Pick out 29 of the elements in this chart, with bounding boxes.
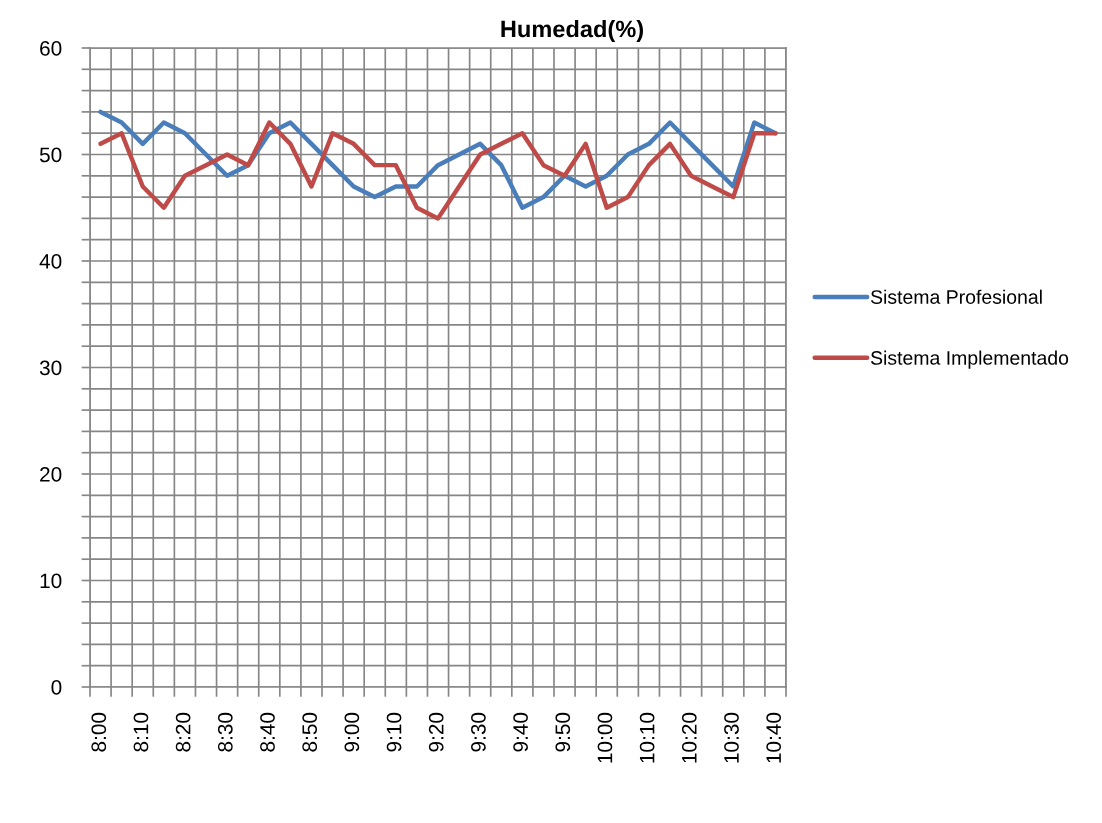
chart-title: Humedad(%)	[501, 20, 643, 42]
y-tick-label: 30	[39, 360, 62, 376]
x-tick-label: 10:40	[766, 712, 782, 763]
legend-label: Sistema Implementado	[870, 350, 1069, 369]
x-tick-label: 10:30	[724, 712, 739, 763]
x-tick-label: 9:30	[471, 712, 486, 752]
y-tick-label: 0	[51, 680, 62, 695]
x-tick-label: 8:50	[302, 712, 318, 752]
line-series	[98, 120, 778, 221]
x-tick-label: 8:10	[133, 712, 149, 752]
x-tick-label: 8:30	[217, 712, 233, 752]
x-tick-label: 9:10	[386, 712, 402, 752]
x-tick-label: 9:40	[513, 712, 528, 752]
y-tick-label: 60	[40, 41, 62, 56]
y-tick-label: 50	[39, 147, 62, 163]
x-tick-label: 8:20	[175, 712, 191, 752]
x-tick-label: 9:20	[428, 712, 444, 752]
y-tick-label: 40	[39, 254, 62, 269]
y-tick-label: 10	[40, 573, 62, 589]
x-tick-label: 8:40	[260, 712, 275, 752]
x-tick-label: 9:00	[344, 712, 360, 752]
y-tick-label: 20	[40, 467, 62, 482]
legend-label: Sistema Profesional	[870, 289, 1042, 304]
x-tick-label: 10:20	[681, 712, 697, 763]
x-tick-label: 9:50	[555, 712, 571, 752]
x-tick-label: 10:10	[639, 712, 655, 763]
x-tick-label: 8:00	[91, 712, 107, 752]
line-series	[98, 109, 778, 210]
x-tick-label: 10:00	[597, 712, 613, 763]
